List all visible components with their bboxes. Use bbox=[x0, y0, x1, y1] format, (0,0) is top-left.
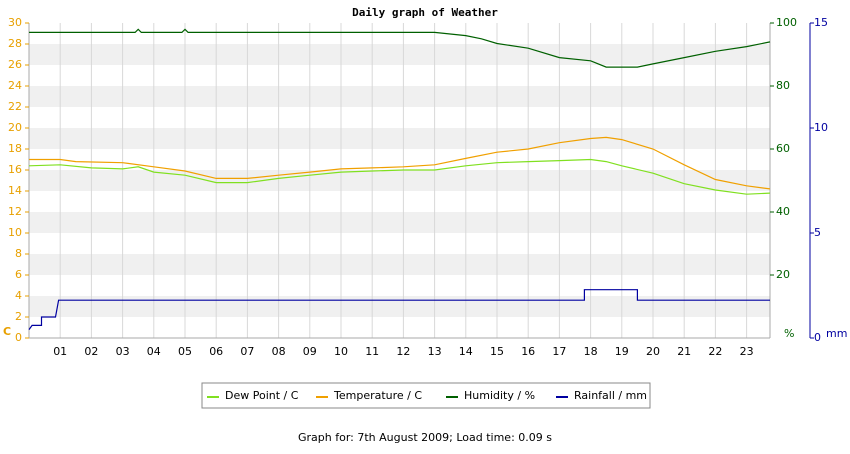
yticks-label: 22 bbox=[8, 100, 22, 113]
footer: Graph for: 7th August 2009; Load time: 0… bbox=[298, 431, 552, 444]
x-tick-label: 19 bbox=[615, 345, 629, 358]
yticks-label: 2 bbox=[15, 310, 22, 323]
yticks-label: 24 bbox=[8, 79, 22, 92]
x-tick-label: 22 bbox=[708, 345, 722, 358]
y2ticks-label: 80 bbox=[776, 79, 790, 92]
yticks-label: 30 bbox=[8, 16, 22, 29]
grid-band bbox=[29, 254, 770, 275]
x-tick-label: 15 bbox=[490, 345, 504, 358]
y2ticks-label: 40 bbox=[776, 205, 790, 218]
yticks-label: 28 bbox=[8, 37, 22, 50]
x-tick-label: 04 bbox=[147, 345, 161, 358]
x-tick-label: 23 bbox=[740, 345, 754, 358]
x-tick-label: 06 bbox=[209, 345, 223, 358]
legend-label: Dew Point / C bbox=[225, 389, 299, 402]
chart-title: Daily graph of Weather bbox=[352, 6, 498, 19]
legend-box bbox=[201, 382, 651, 409]
x-tick-label: 17 bbox=[552, 345, 566, 358]
y3ticks-label: 10 bbox=[814, 121, 828, 134]
grid-band bbox=[29, 86, 770, 107]
yticks-label: 12 bbox=[8, 205, 22, 218]
y3ticks-label: 5 bbox=[814, 226, 821, 239]
x-tick-label: 10 bbox=[334, 345, 348, 358]
x-tick-label: 05 bbox=[178, 345, 192, 358]
y2ticks-label: 100 bbox=[776, 16, 797, 29]
yticks-label: 4 bbox=[15, 289, 22, 302]
x-tick-label: 09 bbox=[303, 345, 317, 358]
series-line bbox=[29, 28, 771, 68]
x-tick-label: 01 bbox=[53, 345, 67, 358]
yticks-label: 0 bbox=[15, 331, 22, 344]
yticks-label: 8 bbox=[15, 247, 22, 260]
grid-band bbox=[29, 212, 770, 233]
y2-unit: % bbox=[784, 327, 794, 340]
x-tick-label: 02 bbox=[84, 345, 98, 358]
yticks-label: 26 bbox=[8, 58, 22, 71]
x-tick-label: 12 bbox=[396, 345, 410, 358]
grid-band bbox=[29, 44, 770, 65]
x-tick-label: 21 bbox=[677, 345, 691, 358]
y2ticks-label: 20 bbox=[776, 268, 790, 281]
grid-band bbox=[29, 170, 770, 191]
series-line bbox=[29, 136, 771, 190]
x-tick-label: 18 bbox=[584, 345, 598, 358]
x-tick-label: 03 bbox=[116, 345, 130, 358]
yticks-label: 10 bbox=[8, 226, 22, 239]
legend-label: Humidity / % bbox=[464, 389, 535, 402]
yticks-label: 14 bbox=[8, 184, 22, 197]
legend-label: Temperature / C bbox=[333, 389, 422, 402]
y3ticks-label: 15 bbox=[814, 16, 828, 29]
y3-unit: mm bbox=[826, 327, 847, 340]
grid-band bbox=[29, 296, 770, 317]
grid-band bbox=[29, 128, 770, 149]
x-tick-label: 16 bbox=[521, 345, 535, 358]
yticks-label: 18 bbox=[8, 142, 22, 155]
x-tick-label: 07 bbox=[240, 345, 254, 358]
series-line bbox=[28, 289, 770, 330]
x-tick-label: 20 bbox=[646, 345, 660, 358]
yticks-label: 16 bbox=[8, 163, 22, 176]
x-tick-label: 11 bbox=[365, 345, 379, 358]
x-tick-label: 08 bbox=[272, 345, 286, 358]
x-tick-label: 14 bbox=[459, 345, 473, 358]
yticks-label: 6 bbox=[15, 268, 22, 281]
legend-label: Rainfall / mm bbox=[574, 389, 647, 402]
y3ticks-label: 0 bbox=[814, 331, 821, 344]
series-line bbox=[28, 158, 771, 195]
x-tick-label: 13 bbox=[428, 345, 442, 358]
yticks-label: 20 bbox=[8, 121, 22, 134]
y2ticks-label: 60 bbox=[776, 142, 790, 155]
y-unit: C bbox=[3, 325, 11, 338]
